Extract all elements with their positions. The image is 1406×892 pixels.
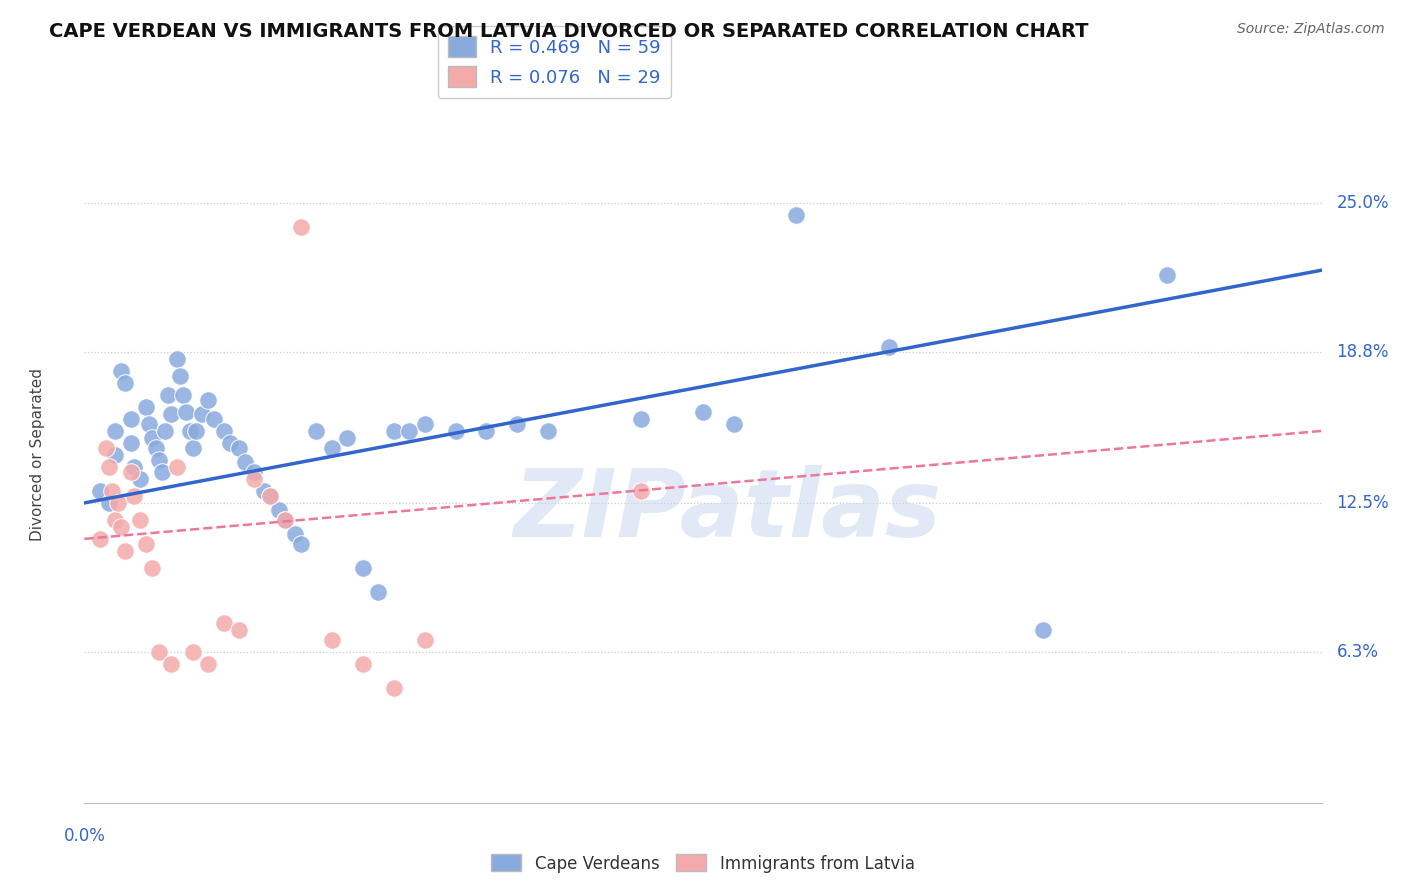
- Point: [101, 483, 124, 498]
- Point: [352, 560, 374, 574]
- Point: [114, 544, 136, 558]
- Point: [630, 483, 652, 498]
- Point: [110, 364, 132, 378]
- Point: [122, 459, 145, 474]
- Point: [160, 657, 183, 671]
- Point: [274, 513, 297, 527]
- Point: [413, 417, 436, 431]
- Point: [398, 424, 420, 438]
- Point: [98, 459, 121, 474]
- Point: [723, 417, 745, 431]
- Point: [259, 489, 281, 503]
- Point: [290, 219, 312, 234]
- Point: [176, 405, 198, 419]
- Text: Divorced or Separated: Divorced or Separated: [30, 368, 45, 541]
- Point: [148, 452, 170, 467]
- Point: [274, 513, 297, 527]
- Point: [475, 424, 498, 438]
- Point: [382, 681, 405, 695]
- Point: [336, 431, 359, 445]
- Point: [135, 400, 157, 414]
- Point: [172, 388, 194, 402]
- Point: [153, 424, 176, 438]
- Point: [243, 472, 266, 486]
- Point: [141, 431, 163, 445]
- Point: [110, 520, 132, 534]
- Point: [228, 441, 250, 455]
- Point: [107, 496, 129, 510]
- Point: [269, 503, 291, 517]
- Text: ZIPatlas: ZIPatlas: [513, 465, 942, 557]
- Point: [1156, 268, 1178, 282]
- Point: [141, 560, 163, 574]
- Point: [184, 424, 207, 438]
- Point: [191, 407, 214, 421]
- Point: [202, 412, 225, 426]
- Point: [630, 412, 652, 426]
- Point: [259, 489, 281, 503]
- Point: [537, 424, 560, 438]
- Point: [148, 645, 170, 659]
- Point: [89, 483, 111, 498]
- Point: [877, 340, 900, 354]
- Point: [160, 407, 183, 421]
- Point: [181, 645, 204, 659]
- Point: [120, 412, 142, 426]
- Point: [284, 527, 307, 541]
- Point: [166, 459, 188, 474]
- Point: [506, 417, 529, 431]
- Point: [352, 657, 374, 671]
- Point: [785, 208, 807, 222]
- Text: Source: ZipAtlas.com: Source: ZipAtlas.com: [1237, 22, 1385, 37]
- Point: [94, 441, 117, 455]
- Text: CAPE VERDEAN VS IMMIGRANTS FROM LATVIA DIVORCED OR SEPARATED CORRELATION CHART: CAPE VERDEAN VS IMMIGRANTS FROM LATVIA D…: [49, 22, 1088, 41]
- Text: 0.0%: 0.0%: [63, 827, 105, 845]
- Point: [212, 615, 235, 630]
- Point: [129, 472, 152, 486]
- Point: [243, 465, 266, 479]
- Point: [444, 424, 467, 438]
- Point: [98, 496, 121, 510]
- Point: [169, 368, 191, 383]
- Point: [1032, 623, 1054, 637]
- Legend: Cape Verdeans, Immigrants from Latvia: Cape Verdeans, Immigrants from Latvia: [485, 847, 921, 880]
- Text: 25.0%: 25.0%: [1337, 194, 1389, 212]
- Point: [413, 632, 436, 647]
- Point: [197, 657, 219, 671]
- Point: [290, 537, 312, 551]
- Point: [692, 405, 714, 419]
- Point: [166, 351, 188, 366]
- Point: [135, 537, 157, 551]
- Point: [104, 513, 127, 527]
- Point: [104, 424, 127, 438]
- Point: [120, 436, 142, 450]
- Point: [218, 436, 240, 450]
- Point: [228, 623, 250, 637]
- Point: [179, 424, 201, 438]
- Text: 6.3%: 6.3%: [1337, 642, 1378, 661]
- Point: [156, 388, 179, 402]
- Point: [122, 489, 145, 503]
- Point: [120, 465, 142, 479]
- Point: [150, 465, 173, 479]
- Point: [382, 424, 405, 438]
- Point: [253, 483, 276, 498]
- Text: 12.5%: 12.5%: [1337, 494, 1389, 512]
- Point: [181, 441, 204, 455]
- Point: [145, 441, 167, 455]
- Point: [138, 417, 160, 431]
- Point: [114, 376, 136, 390]
- Point: [321, 632, 343, 647]
- Text: 18.8%: 18.8%: [1337, 343, 1389, 360]
- Point: [104, 448, 127, 462]
- Point: [89, 532, 111, 546]
- Point: [367, 584, 389, 599]
- Point: [212, 424, 235, 438]
- Point: [197, 392, 219, 407]
- Point: [233, 455, 256, 469]
- Point: [129, 513, 152, 527]
- Point: [305, 424, 328, 438]
- Point: [321, 441, 343, 455]
- Legend: R = 0.469   N = 59, R = 0.076   N = 29: R = 0.469 N = 59, R = 0.076 N = 29: [437, 26, 672, 98]
